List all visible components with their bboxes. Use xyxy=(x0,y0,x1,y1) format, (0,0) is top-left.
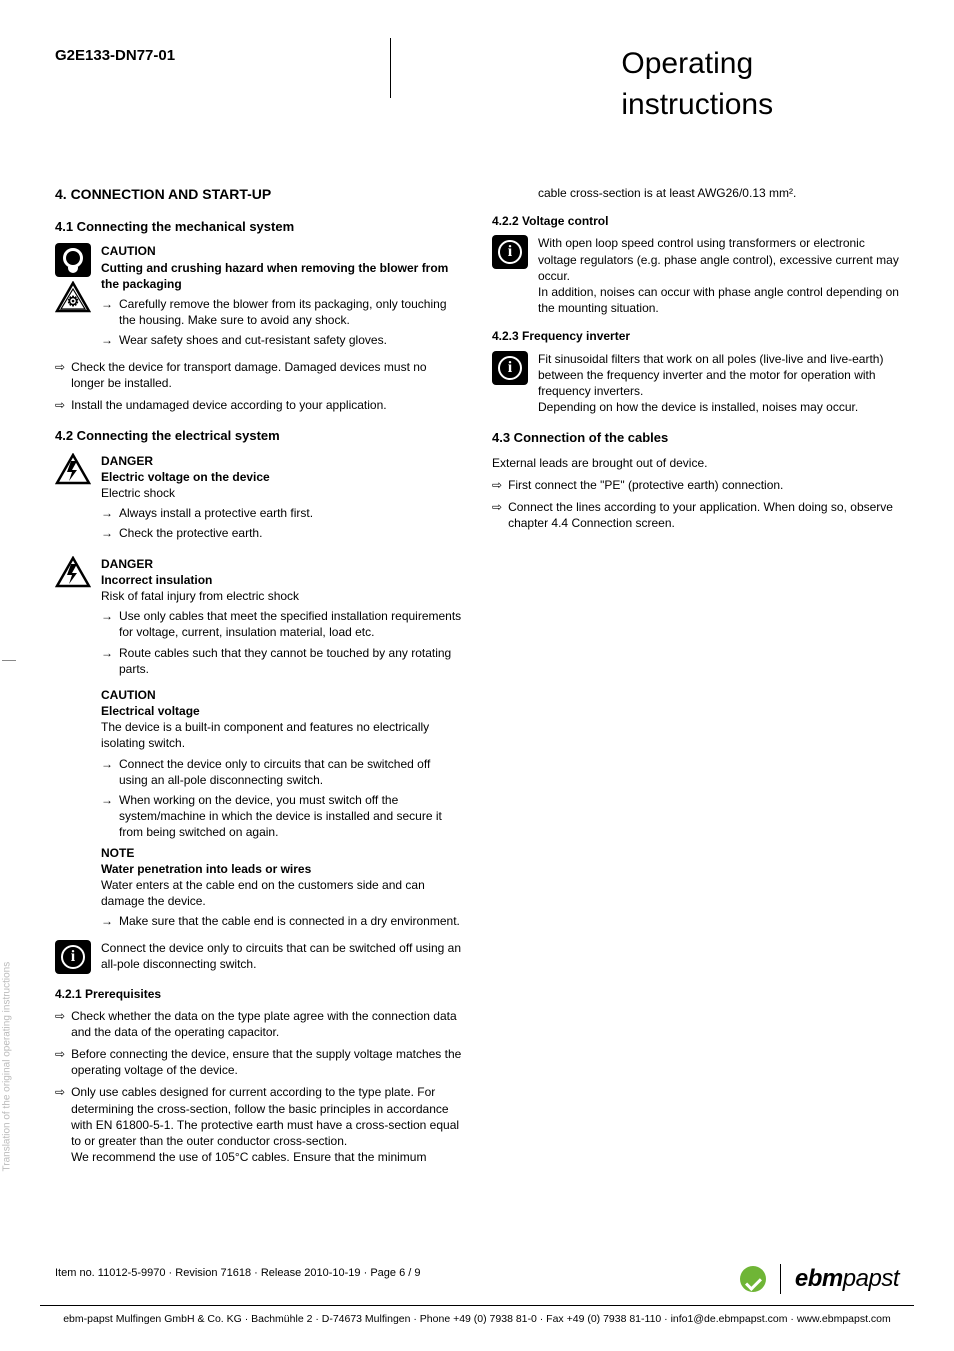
arrow-text: Use only cables that meet the specified … xyxy=(119,608,462,640)
note-title: Water penetration into leads or wires xyxy=(101,861,462,877)
page-header: G2E133-DN77-01 Operating instructions xyxy=(55,38,899,125)
caution-label: CAUTION xyxy=(101,243,462,259)
section-4-heading: 4. CONNECTION AND START-UP xyxy=(55,185,462,204)
header-divider xyxy=(390,38,391,98)
danger-label: DANGER xyxy=(101,556,462,572)
danger-title: Electric voltage on the device xyxy=(101,469,462,485)
arrow-icon: → xyxy=(101,756,113,788)
double-arrow-icon: ⇨ xyxy=(55,1046,65,1078)
arrow-icon: → xyxy=(101,792,113,841)
info-text: Fit sinusoidal filters that work on all … xyxy=(538,351,899,416)
arrow-icon: → xyxy=(101,608,113,640)
step-text: Before connecting the device, ensure tha… xyxy=(71,1046,462,1078)
danger-subtitle: Electric shock xyxy=(101,485,462,501)
section-4-2-2-heading: 4.2.2 Voltage control xyxy=(492,213,899,229)
brand-part-b: papst xyxy=(843,1265,899,1292)
arrow-icon: → xyxy=(101,525,113,541)
note-block-water: NOTE Water penetration into leads or wir… xyxy=(101,845,462,930)
section-4-2-1-heading: 4.2.1 Prerequisites xyxy=(55,986,462,1002)
info-text: With open loop speed control using trans… xyxy=(538,235,899,316)
caution-block-packaging: ⚙ CAUTION Cutting and crushing hazard wh… xyxy=(55,243,462,352)
double-arrow-icon: ⇨ xyxy=(55,397,65,413)
right-column: cable cross-section is at least AWG26/0.… xyxy=(492,185,899,1171)
danger-block-insulation: DANGER Incorrect insulation Risk of fata… xyxy=(55,556,462,681)
section-4-3-heading: 4.3 Connection of the cables xyxy=(492,429,899,447)
arrow-text: When working on the device, you must swi… xyxy=(119,792,462,841)
footer-contact: ebm-papst Mulfingen GmbH & Co. KG · Bach… xyxy=(55,1312,899,1326)
double-arrow-icon: ⇨ xyxy=(55,1008,65,1040)
brand-part-a: ebm xyxy=(795,1265,843,1292)
info-block-circuits: Connect the device only to circuits that… xyxy=(55,940,462,974)
danger-triangle-icon xyxy=(55,453,91,485)
step-text: Install the undamaged device according t… xyxy=(71,397,387,413)
arrow-icon: → xyxy=(101,332,113,348)
step-text: Check the device for transport damage. D… xyxy=(71,359,462,391)
caution-title: Electrical voltage xyxy=(101,703,462,719)
manual-icon xyxy=(55,243,91,277)
step-text: Check whether the data on the type plate… xyxy=(71,1008,462,1040)
margin-dash xyxy=(2,660,16,661)
logo-divider xyxy=(780,1264,781,1294)
brand-logo: ebmpapst xyxy=(795,1263,899,1295)
arrow-text: Make sure that the cable end is connecte… xyxy=(119,913,460,929)
footer-logo-area: ebmpapst xyxy=(740,1263,899,1295)
arrow-text: Check the protective earth. xyxy=(119,525,262,541)
arrow-text: Route cables such that they cannot be to… xyxy=(119,645,462,677)
arrow-icon: → xyxy=(101,296,113,328)
arrow-icon: → xyxy=(101,645,113,677)
danger-subtitle: Risk of fatal injury from electric shock xyxy=(101,588,462,604)
arrow-icon: → xyxy=(101,505,113,521)
arrow-text: Connect the device only to circuits that… xyxy=(119,756,462,788)
caution-title: Cutting and crushing hazard when removin… xyxy=(101,260,462,292)
note-label: NOTE xyxy=(101,845,462,861)
info-icon xyxy=(492,351,528,385)
info-text: Connect the device only to circuits that… xyxy=(101,940,462,972)
danger-block-voltage: DANGER Electric voltage on the device El… xyxy=(55,453,462,546)
info-block-voltage-control: With open loop speed control using trans… xyxy=(492,235,899,316)
caution-subtitle: The device is a built-in component and f… xyxy=(101,719,462,751)
info-icon xyxy=(55,940,91,974)
left-column: 4. CONNECTION AND START-UP 4.1 Connectin… xyxy=(55,185,462,1171)
danger-title: Incorrect insulation xyxy=(101,572,462,588)
continuation-text: cable cross-section is at least AWG26/0.… xyxy=(538,185,899,201)
danger-triangle-icon xyxy=(55,556,91,588)
arrow-text: Wear safety shoes and cut-resistant safe… xyxy=(119,332,387,348)
double-arrow-icon: ⇨ xyxy=(55,1084,65,1165)
arrow-icon: → xyxy=(101,913,113,929)
part-number: G2E133-DN77-01 xyxy=(55,46,321,66)
double-arrow-icon: ⇨ xyxy=(492,477,502,493)
green-tech-badge-icon xyxy=(740,1266,766,1292)
step-text: Connect the lines according to your appl… xyxy=(508,499,899,531)
intro-text: External leads are brought out of device… xyxy=(492,455,899,471)
info-block-frequency-inverter: Fit sinusoidal filters that work on all … xyxy=(492,351,899,416)
section-4-2-heading: 4.2 Connecting the electrical system xyxy=(55,427,462,445)
double-arrow-icon: ⇨ xyxy=(492,499,502,531)
step-text: First connect the "PE" (protective earth… xyxy=(508,477,783,493)
footer-meta: Item no. 11012-5-9970 · Revision 71618 ·… xyxy=(55,1266,420,1281)
page-title: Operating instructions xyxy=(621,38,899,125)
caution-block-electrical: CAUTION Electrical voltage The device is… xyxy=(101,687,462,841)
danger-label: DANGER xyxy=(101,453,462,469)
warning-triangle-icon: ⚙ xyxy=(55,281,91,313)
section-4-2-3-heading: 4.2.3 Frequency inverter xyxy=(492,328,899,344)
double-arrow-icon: ⇨ xyxy=(55,359,65,391)
footer-rule xyxy=(40,1305,914,1306)
arrow-text: Carefully remove the blower from its pac… xyxy=(119,296,462,328)
svg-text:⚙: ⚙ xyxy=(67,293,80,309)
content-columns: 4. CONNECTION AND START-UP 4.1 Connectin… xyxy=(55,185,899,1171)
step-text: Only use cables designed for current acc… xyxy=(71,1084,462,1165)
section-4-1-heading: 4.1 Connecting the mechanical system xyxy=(55,218,462,236)
info-icon xyxy=(492,235,528,269)
side-rotated-text: Translation of the original operating in… xyxy=(1,961,15,1171)
note-subtitle: Water enters at the cable end on the cus… xyxy=(101,877,462,909)
arrow-text: Always install a protective earth first. xyxy=(119,505,313,521)
caution-label: CAUTION xyxy=(101,687,462,703)
